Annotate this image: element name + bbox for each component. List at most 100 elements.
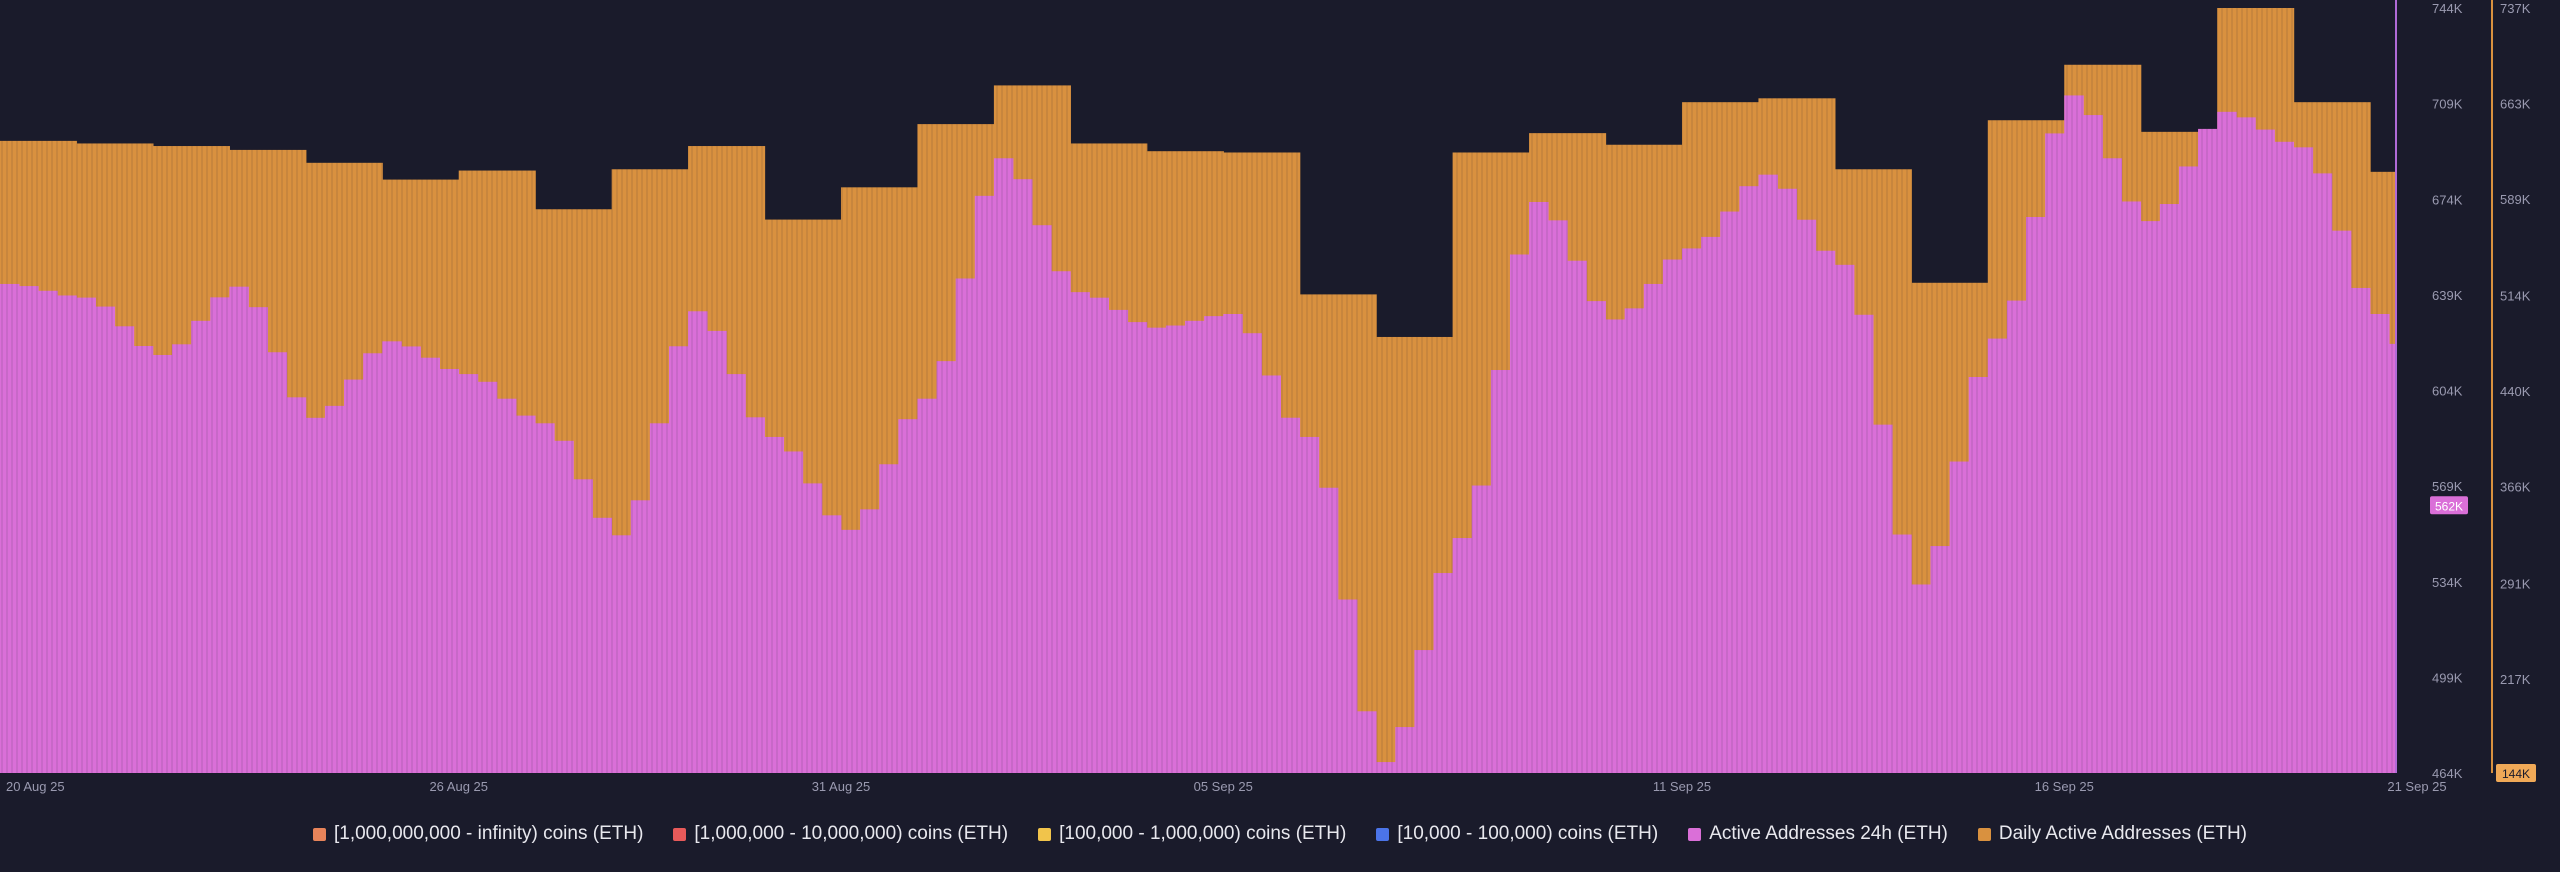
active-24h-bar: [133, 346, 154, 773]
active-24h-bar: [1815, 250, 1836, 773]
active-24h-bar: [248, 307, 268, 773]
legend-item[interactable]: Active Addresses 24h (ETH): [1688, 823, 1948, 845]
left-axis-tick-label: 569K: [2432, 479, 2463, 494]
active-24h-bar: [802, 483, 823, 773]
active-24h-bar: [2331, 230, 2352, 773]
left-axis-tick-label: 744K: [2432, 1, 2463, 16]
active-24h-bar: [611, 535, 632, 773]
active-24h-bar: [1968, 377, 1989, 773]
active-24h-bar: [363, 353, 383, 773]
active-24h-bar: [2045, 133, 2065, 773]
active-24h-bar: [707, 330, 727, 773]
active-24h-bar: [1873, 424, 1893, 773]
active-24h-bar: [2198, 128, 2218, 773]
legend-swatch: [1038, 827, 1052, 841]
active-24h-bar: [1720, 211, 1740, 773]
legend-swatch: [312, 827, 326, 841]
active-24h-bar: [2236, 117, 2256, 773]
right-axis-tick-label: 366K: [2500, 480, 2531, 495]
active-24h-bar: [879, 464, 899, 773]
active-24h-bar: [2121, 201, 2142, 773]
legend-item[interactable]: [10,000 - 100,000) coins (ETH): [1376, 823, 1658, 845]
active-24h-bar: [19, 286, 39, 773]
active-24h-bar: [936, 361, 957, 773]
active-24h-bar: [2350, 287, 2371, 773]
active-24h-bar: [668, 346, 689, 773]
active-24h-bar: [344, 379, 364, 773]
active-24h-bar: [2370, 314, 2390, 773]
active-24h-bar: [1299, 436, 1320, 773]
active-24h-bar: [1605, 319, 1626, 773]
right-current-value-marker: 144K: [2496, 764, 2536, 782]
active-24h-bar: [1834, 264, 1855, 773]
active-24h-bar: [1854, 314, 1874, 773]
active-24h-bar: [1796, 219, 1817, 773]
active-24h-bar: [1376, 762, 1396, 773]
active-24h-bar: [1739, 186, 1759, 773]
active-24h-bar: [1146, 327, 1167, 773]
legend-swatch: [673, 827, 687, 841]
active-24h-bar: [496, 398, 517, 773]
active-24h-bar: [554, 440, 574, 773]
active-24h-bar: [860, 509, 880, 773]
active-24h-bar: [2255, 129, 2275, 773]
active-24h-bar: [745, 417, 765, 773]
active-24h-bar: [1204, 316, 1224, 773]
active-24h-bar: [172, 344, 192, 773]
legend-item[interactable]: [1,000,000 - 10,000,000) coins (ETH): [673, 823, 1008, 845]
x-axis-tick-label: 16 Sep 25: [2035, 779, 2094, 794]
x-axis-tick-label: 26 Aug 25: [429, 779, 488, 794]
active-24h-bar: [1089, 297, 1109, 773]
active-24h-bar: [1318, 487, 1339, 773]
active-24h-bar: [324, 405, 345, 773]
active-24h-bar: [573, 479, 593, 773]
legend-item[interactable]: [100,000 - 1,000,000) coins (ETH): [1038, 823, 1346, 845]
active-24h-bar: [2312, 173, 2333, 773]
legend-item[interactable]: [1,000,000,000 - infinity) coins (ETH): [312, 823, 644, 845]
legend-label: [1,000,000,000 - infinity) coins (ETH): [333, 823, 644, 844]
active-24h-bar: [229, 286, 249, 773]
legend-item[interactable]: Daily Active Addresses (ETH): [1977, 823, 2247, 845]
active-24h-bar: [2159, 204, 2180, 773]
active-24h-bar: [993, 158, 1014, 773]
active-24h-bar: [2140, 221, 2161, 773]
active-24h-bar: [1452, 538, 1473, 773]
active-24h-bar: [1911, 584, 1931, 773]
legend-swatch: [1977, 827, 1991, 841]
active-24h-bar: [1013, 179, 1033, 773]
active-24h-bar: [783, 451, 804, 773]
right-axis-tick-label: 589K: [2500, 192, 2531, 207]
active-24h-bar: [1414, 650, 1434, 773]
active-24h-bar: [1624, 308, 1645, 773]
active-24h-bar: [1051, 271, 1071, 773]
x-axis-tick-label: 21 Sep 25: [2387, 779, 2446, 794]
active-24h-bar: [286, 397, 307, 773]
active-24h-bar: [955, 278, 976, 773]
active-24h-bar: [1662, 259, 1683, 773]
active-24h-bar: [382, 341, 402, 773]
x-axis-tick-label: 05 Sep 25: [1194, 779, 1253, 794]
active-24h-bar: [1529, 201, 1549, 773]
right-axis-tick-label: 514K: [2500, 289, 2531, 304]
active-24h-bar: [114, 326, 135, 773]
active-24h-bar: [1337, 599, 1358, 773]
active-24h-bar: [57, 295, 77, 773]
left-axis-tick-label: 604K: [2432, 384, 2463, 399]
active-24h-bar: [535, 423, 555, 773]
active-24h-bar: [516, 415, 536, 773]
active-24h-bar: [1185, 320, 1205, 773]
active-24h-bar: [688, 311, 708, 773]
right-axis-tick-label: 663K: [2500, 96, 2531, 111]
active-24h-bar: [439, 368, 460, 773]
x-axis-tick-label: 11 Sep 25: [1653, 779, 1711, 794]
active-24h-bar: [1892, 534, 1912, 773]
right-axis-tick-label: 737K: [2500, 1, 2531, 16]
legend-label: [1,000,000 - 10,000,000) coins (ETH): [694, 823, 1009, 844]
active-24h-bar: [592, 517, 613, 773]
active-24h-bar: [840, 529, 861, 773]
legend-swatch: [1688, 827, 1702, 841]
active-24h-bar: [1930, 546, 1950, 773]
active-24h-bar: [2217, 111, 2237, 773]
right-axis-tick-label: 440K: [2500, 384, 2531, 399]
